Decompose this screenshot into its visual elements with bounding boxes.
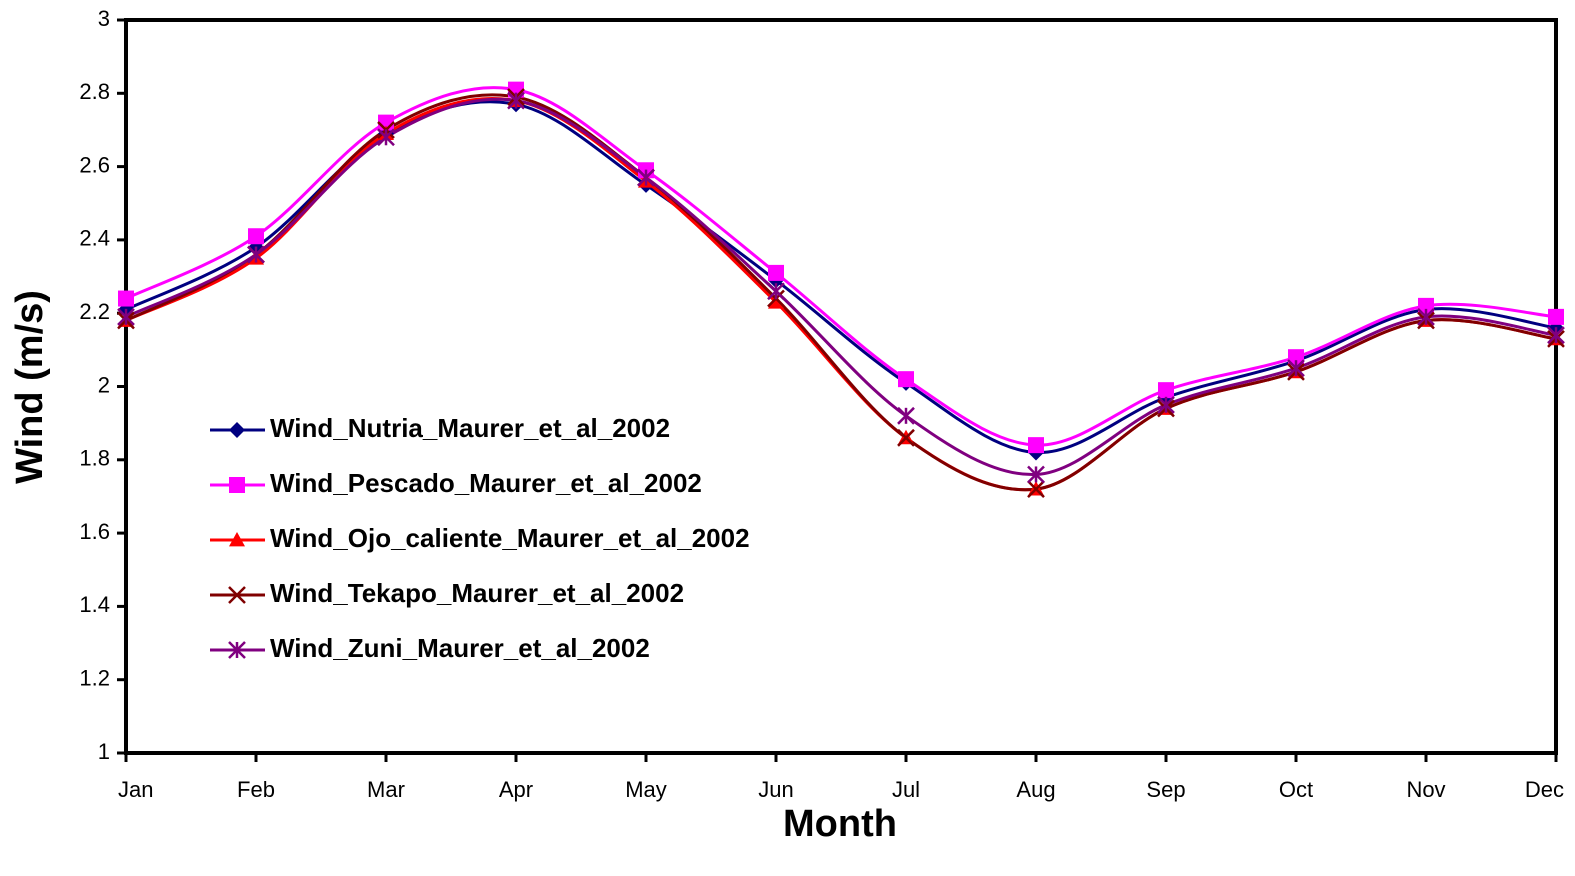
y-tick-label: 2.6 [79,152,110,177]
legend-label: Wind_Nutria_Maurer_et_al_2002 [270,413,670,443]
marker [1158,382,1174,399]
marker [1547,326,1565,345]
x-tick-label: Apr [499,777,533,802]
y-tick-label: 2.8 [79,79,110,104]
marker [1417,307,1435,326]
marker [767,282,785,301]
legend-label: Wind_Zuni_Maurer_et_al_2002 [270,633,650,663]
marker-part [1028,437,1044,454]
x-tick-label: Aug [1016,777,1055,802]
series-line [125,86,1557,447]
y-tick-label: 3 [98,6,110,31]
marker [507,91,525,110]
marker [1027,465,1045,484]
legend: Wind_Nutria_Maurer_et_al_2002 Wind_Pescad… [210,413,750,663]
marker [1027,480,1045,499]
marker [637,168,655,187]
y-tick-label: 1 [98,739,110,764]
y-axis-title: Wind (m/s) [9,290,51,484]
x-tick-label: May [625,777,667,802]
x-tick-label: Feb [237,777,275,802]
marker [229,477,245,493]
marker [118,290,134,307]
x-tick-label: Oct [1279,777,1313,802]
marker [897,428,915,447]
marker-part [898,371,914,388]
marker-part [118,290,134,307]
y-tick-label: 2 [98,372,110,397]
x-tick-label: Jul [892,777,920,802]
marker-part [229,477,245,493]
marker-part [228,586,246,604]
x-axis-title: Month [783,803,897,845]
marker [1028,437,1044,454]
marker-part [1027,480,1045,499]
x-tick-label: Mar [367,777,405,802]
marker [768,264,784,281]
y-tick-label: 1.6 [79,519,110,544]
marker [248,228,264,245]
y-tick-label: 1.8 [79,446,110,471]
x-tick-label: Jan [118,777,153,802]
marker-part [1418,297,1434,314]
marker [228,586,246,604]
marker [1288,349,1304,366]
marker [229,422,245,438]
y-tick-label: 2.4 [79,226,110,251]
marker-part [229,422,245,438]
marker [1548,308,1564,325]
marker-part [229,532,245,547]
marker-part [1548,308,1564,325]
marker-part [768,264,784,281]
marker-part [897,428,915,447]
marker-part [1158,382,1174,399]
legend-label: Wind_Tekapo_Maurer_et_al_2002 [270,578,684,608]
legend-label: Wind_Ojo_caliente_Maurer_et_al_2002 [270,523,750,553]
marker [228,641,246,659]
marker-part [1288,349,1304,366]
marker [1418,297,1434,314]
x-tick-label: Dec [1525,777,1564,802]
y-tick-label: 1.4 [79,592,110,617]
x-tick-label: Nov [1406,777,1445,802]
y-tick-label: 1.2 [79,666,110,691]
marker [1157,395,1175,414]
x-tick-label: Jun [758,777,793,802]
marker-part [248,228,264,245]
marker [229,532,245,547]
marker-part [768,294,784,309]
series-line [125,100,1557,454]
marker [768,294,784,309]
marker [117,307,135,326]
marker [898,371,914,388]
marker [897,406,915,425]
marker [377,128,395,147]
marker [1287,359,1305,378]
x-tick-label: Sep [1146,777,1185,802]
y-tick-label: 2.2 [79,299,110,324]
legend-label: Wind_Pescado_Maurer_et_al_2002 [270,468,702,498]
marker [247,245,265,264]
